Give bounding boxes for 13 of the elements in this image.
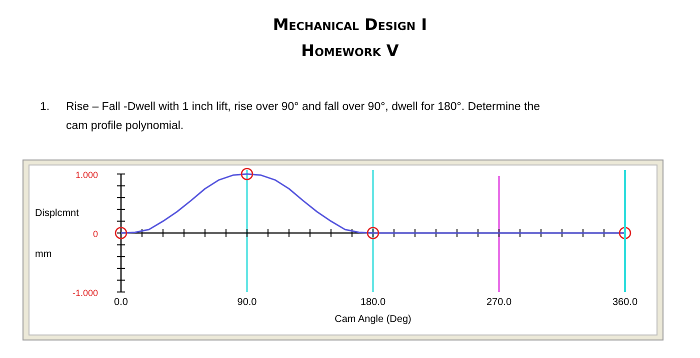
x-axis-title: Cam Angle (Deg)	[334, 314, 412, 325]
x-tick-label: 90.0	[237, 297, 258, 308]
chart-title: Mechanical Design I	[272, 15, 428, 34]
text: Displcmnt mm	[35, 208, 79, 260]
x-tick-label: 0.0	[114, 297, 128, 308]
text: 1. Rise – Fall -Dwell with 1 inch lift, rise over 90° and fall over 90°, dwell for 180°. Determine the cam profile polynomial.	[40, 101, 540, 132]
y-tick-label: 1.000	[75, 170, 98, 180]
chart-subtitle: Homework V	[301, 41, 400, 60]
x-tick-label: 180.0	[360, 297, 386, 308]
y-tick-label: -1.000	[72, 288, 98, 298]
x-tick-label: 270.0	[486, 297, 512, 308]
x-tick-label: 360.0	[612, 297, 638, 308]
y-tick-label: 0	[92, 229, 98, 239]
